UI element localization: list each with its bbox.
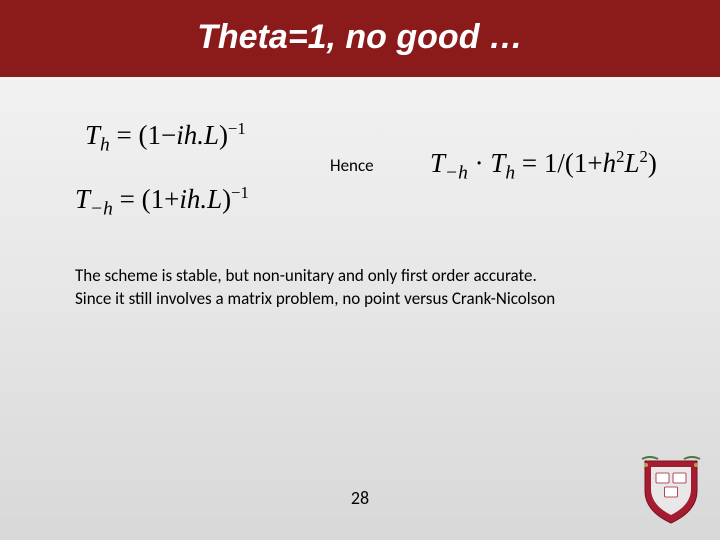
equation-1: Th = (1−ih.L)−1 xyxy=(85,119,246,156)
body-line-2: Since it still involves a matrix problem… xyxy=(75,288,555,311)
equation-3: T−h · Th = 1/(1+h2L2) xyxy=(430,147,657,184)
harvard-crest-icon xyxy=(640,453,702,525)
title-bar: Theta=1, no good … xyxy=(0,0,720,77)
hence-label: Hence xyxy=(330,155,374,176)
body-line-1: The scheme is stable, but non-unitary an… xyxy=(75,265,555,288)
body-text: The scheme is stable, but non-unitary an… xyxy=(75,265,555,311)
equation-2: T−h = (1+ih.L)−1 xyxy=(75,183,249,220)
slide-title: Theta=1, no good … xyxy=(197,18,523,56)
content-area: Th = (1−ih.L)−1 T−h = (1+ih.L)−1 Hence T… xyxy=(0,77,720,537)
page-number: 28 xyxy=(0,487,720,509)
